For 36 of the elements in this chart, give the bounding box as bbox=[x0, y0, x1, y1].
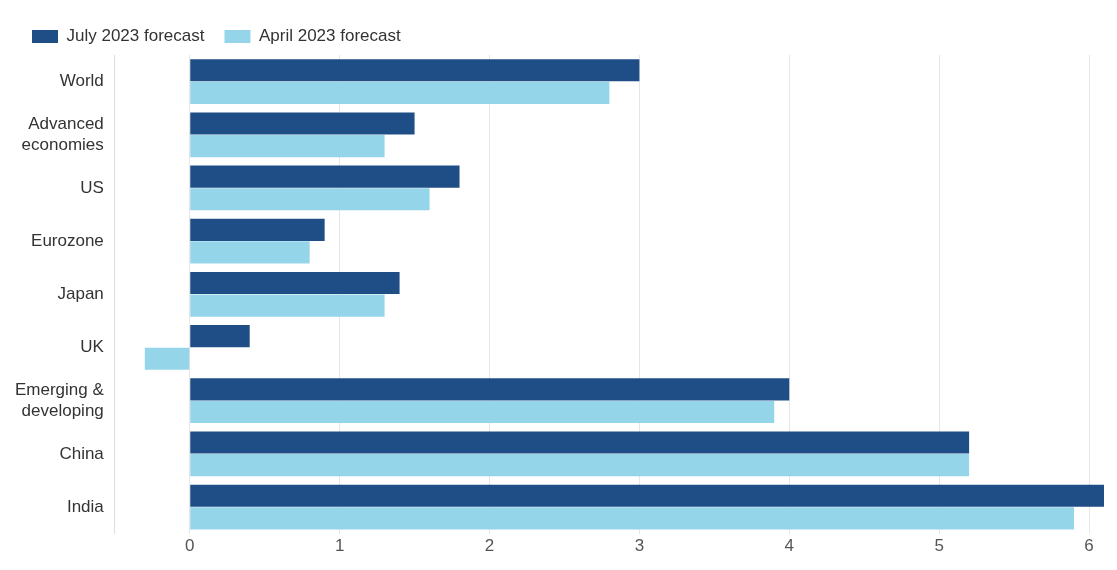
y-tick-label: Advanced economies bbox=[21, 114, 104, 154]
x-tick-label: 2 bbox=[484, 536, 495, 556]
bar bbox=[190, 241, 310, 264]
bar bbox=[190, 507, 1075, 530]
x-tick-label: 3 bbox=[634, 536, 645, 556]
bar bbox=[190, 188, 430, 211]
x-tick-label: 4 bbox=[784, 536, 794, 556]
legend-label: April 2023 forecast bbox=[258, 26, 401, 46]
bar bbox=[190, 378, 790, 401]
bar bbox=[190, 271, 400, 295]
bar bbox=[190, 81, 610, 104]
x-tick-label: 0 bbox=[185, 536, 195, 556]
y-tick-label: India bbox=[66, 496, 105, 516]
bar bbox=[190, 165, 460, 188]
x-tick-label: 5 bbox=[934, 536, 944, 556]
y-tick-label: Eurozone bbox=[31, 230, 104, 250]
bar bbox=[190, 431, 970, 454]
bar bbox=[190, 294, 385, 317]
bar bbox=[190, 484, 1104, 507]
bar bbox=[144, 347, 190, 370]
y-tick-label: UK bbox=[80, 337, 105, 357]
legend-label: July 2023 forecast bbox=[66, 26, 205, 46]
bar bbox=[190, 325, 250, 348]
y-tick-label: Emerging & developing bbox=[14, 380, 105, 420]
bar bbox=[190, 454, 970, 477]
bar bbox=[190, 59, 640, 82]
bar bbox=[190, 218, 325, 241]
bar bbox=[190, 134, 385, 158]
x-tick-label: 1 bbox=[334, 536, 345, 556]
y-tick-label: World bbox=[59, 71, 104, 91]
x-tick-label: 6 bbox=[1084, 536, 1094, 556]
y-tick-label: China bbox=[59, 443, 105, 463]
y-tick-label: Japan bbox=[57, 283, 104, 303]
y-tick-label: US bbox=[80, 177, 104, 197]
bar bbox=[190, 400, 775, 424]
bar bbox=[190, 112, 415, 135]
